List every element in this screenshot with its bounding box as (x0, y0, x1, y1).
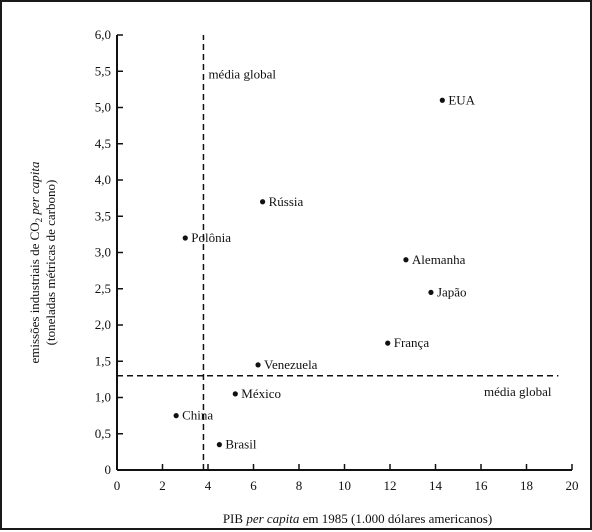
data-point-label: Brasil (225, 437, 256, 452)
y-tick-label: 1,5 (95, 353, 111, 368)
data-point-label: França (394, 335, 430, 350)
data-points: EUA Rússia Polônia Alemanha Japão França Venez… (173, 92, 476, 452)
data-point-label: Polônia (191, 230, 231, 245)
axes: 0 2 4 6 8 10 12 14 16 18 20 0 0,5 1,0 1,5 2,0 2,5 3,0 3,5 4… (95, 27, 579, 493)
y-tick-label: 5,5 (95, 63, 111, 78)
y-tick-label: 2,5 (95, 281, 111, 296)
data-point-label: Venezuela (264, 357, 318, 372)
x-tick-label: 2 (159, 478, 166, 493)
data-point (439, 97, 445, 103)
y-tick-label: 5,0 (95, 100, 111, 115)
data-point-label: Rússia (269, 194, 304, 209)
y-axis-title: emissões industriais de CO2 per capita (27, 161, 44, 364)
data-point (216, 442, 222, 448)
x-tick-label: 20 (566, 478, 579, 493)
x-tick-label: 6 (250, 478, 257, 493)
data-point (385, 340, 391, 346)
x-axis-title: PIB per capita em 1985 (1.000 dólares am… (223, 511, 492, 526)
x-tick-label: 18 (520, 478, 533, 493)
y-tick-label: 0 (105, 462, 112, 477)
x-tick-label: 16 (475, 478, 489, 493)
y-tick-label: 0,5 (95, 426, 111, 441)
x-tick-label: 12 (384, 478, 397, 493)
data-point-label: Alemanha (412, 252, 466, 267)
data-point (182, 235, 188, 241)
y-tick-label: 2,0 (95, 317, 111, 332)
data-point-label: China (182, 408, 213, 423)
data-point (403, 257, 409, 263)
data-point-label: EUA (448, 92, 475, 107)
y-tick-label: 3,5 (95, 208, 111, 223)
data-point (173, 413, 179, 419)
x-tick-label: 0 (114, 478, 121, 493)
data-point-label: México (241, 386, 281, 401)
reference-lines: média global média global (117, 35, 559, 470)
global-average-vertical-label: média global (208, 67, 276, 82)
y-axis-subtitle: (toneladas métricas de carbono) (43, 180, 58, 346)
data-point (428, 289, 434, 295)
axis-titles: PIB per capita em 1985 (1.000 dólares am… (27, 161, 492, 526)
data-point-label: Japão (437, 284, 467, 299)
data-point (255, 362, 261, 368)
y-tick-label: 4,5 (95, 136, 111, 151)
x-tick-label: 8 (296, 478, 303, 493)
x-tick-label: 14 (429, 478, 443, 493)
y-tick-label: 3,0 (95, 245, 111, 260)
y-tick-label: 6,0 (95, 27, 111, 42)
data-point (260, 199, 266, 205)
global-average-horizontal-label: média global (484, 384, 552, 399)
y-tick-label: 4,0 (95, 172, 111, 187)
x-tick-label: 4 (205, 478, 212, 493)
y-tick-label: 1,0 (95, 390, 111, 405)
x-tick-label: 10 (338, 478, 351, 493)
data-point (232, 391, 238, 397)
